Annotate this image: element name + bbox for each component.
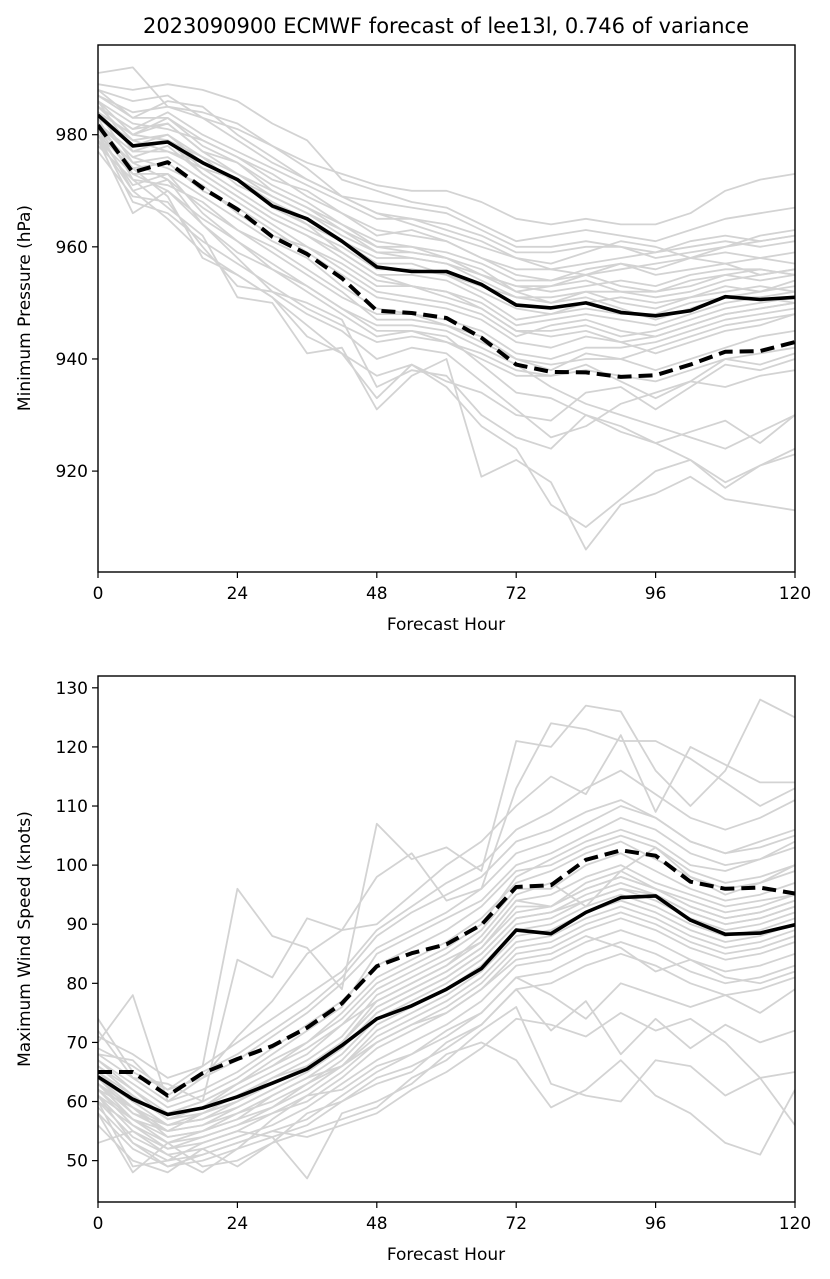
wind-ensemble-member-line [98,911,795,1150]
pressure-ensemble-member-line [98,117,795,299]
pressure-y-tick-label: 920 [56,462,88,482]
wind-ensemble-member-line [98,698,795,1091]
pressure-x-tick-label: 24 [227,584,249,604]
pressure-series-group [98,66,795,551]
wind-y-tick-label: 90 [66,915,88,935]
wind-ensemble-member-line [98,805,795,1091]
wind-ensemble-member-line [98,852,795,1115]
wind-x-tick-label: 24 [227,1214,249,1234]
wind-ensemble-mean-line [98,894,795,1117]
wind-ensemble-member-line [98,976,795,1174]
wind-x-tick-label: 96 [645,1214,667,1234]
pressure-ensemble-member-line [98,139,795,372]
wind-y-tick-label: 110 [56,797,88,817]
pressure-ensemble-member-line [98,150,795,450]
wind-ensemble-member-line [98,734,795,1103]
wind-ensemble-member-line [98,834,795,1103]
wind-ensemble-member-line [98,816,795,1109]
pressure-y-tick-label: 960 [56,238,88,258]
pressure-y-tick-label: 980 [56,126,88,146]
wind-y-axis-label: Maximum Wind Speed (knots) [15,811,35,1067]
pressure-x-tick-label: 0 [93,584,104,604]
wind-ensemble-member-line [98,988,795,1174]
pressure-ensemble-member-line [98,122,795,528]
wind-x-tick-label: 72 [505,1214,527,1234]
pressure-y-tick-label: 940 [56,350,88,370]
wind-x-tick-label: 0 [93,1214,104,1234]
wind-ensemble-member-line [98,722,795,1103]
wind-y-tick-label: 50 [66,1152,88,1172]
wind-ensemble-member-line [98,899,795,1144]
wind-ensemble-member-line [98,840,795,1121]
pressure-x-axis-label: Forecast Hour [387,615,505,635]
wind-y-tick-label: 60 [66,1093,88,1113]
wind-y-tick-label: 100 [56,856,88,876]
wind-panel: 0 24 48 72 96 120 50 60 70 80 90 100 110 120 130 Forec… [15,675,812,1265]
pressure-x-tick-label: 120 [779,584,811,604]
pressure-ensemble-member-line [98,83,795,243]
pressure-ensemble-member-line [98,89,795,226]
pressure-ensemble-member-line [98,100,795,282]
wind-ensemble-member-line [98,876,795,1127]
wind-y-tick-label: 130 [56,679,88,699]
wind-y-tick-label: 80 [66,974,88,994]
wind-tick-group: 0 24 48 72 96 120 50 60 70 80 90 100 110 120 130 [56,679,812,1234]
pressure-ensemble-member-line [98,128,795,400]
pressure-ensemble-member-line [98,105,795,254]
wind-ensemble-member-line [98,769,795,1079]
wind-ensemble-member-line [98,887,795,1127]
pressure-ensemble-member-line [98,128,795,338]
pressure-ensemble-member-line [98,139,795,439]
pressure-ensemble-member-line [98,117,795,551]
wind-y-tick-label: 70 [66,1033,88,1053]
wind-ensemble-member-line [98,864,795,1127]
pressure-panel: 0 24 48 72 96 120 920 940 960 980 Forecast Hour M… [15,44,812,635]
wind-x-tick-label: 120 [779,1214,811,1234]
wind-ensemble-member-line [98,1041,795,1180]
wind-ensemble-member-line [98,952,795,1168]
pressure-ensemble-member-line [98,134,795,450]
wind-y-tick-label: 120 [56,738,88,758]
wind-series-group [98,698,795,1180]
pressure-tick-group: 0 24 48 72 96 120 920 940 960 980 [56,126,812,604]
wind-x-axis-label: Forecast Hour [387,1245,505,1265]
pressure-plot-frame [97,44,796,573]
pressure-ensemble-mean-line [98,113,795,318]
pressure-ensemble-member-line [98,111,795,489]
pressure-ensemble-member-line [98,100,795,355]
pressure-ensemble-member-line [98,122,795,321]
wind-ensemble-member-line [98,870,795,1121]
wind-ensemble-member-line [98,1012,795,1168]
wind-ensemble-member-line [98,929,795,1156]
chart-title: 2023090900 ECMWF forecast of lee13l, 0.7… [143,14,749,38]
pressure-dashed-series-line [98,124,795,379]
wind-plot-frame [97,675,796,1203]
pressure-x-tick-label: 96 [645,584,667,604]
pressure-ensemble-member-line [98,89,795,271]
wind-x-tick-label: 48 [366,1214,388,1234]
pressure-x-tick-label: 48 [366,584,388,604]
pressure-x-tick-label: 72 [505,584,527,604]
pressure-ensemble-member-line [98,94,795,259]
wind-dashed-series-line [98,848,795,1098]
pressure-y-axis-label: Minimum Pressure (hPa) [15,205,35,411]
